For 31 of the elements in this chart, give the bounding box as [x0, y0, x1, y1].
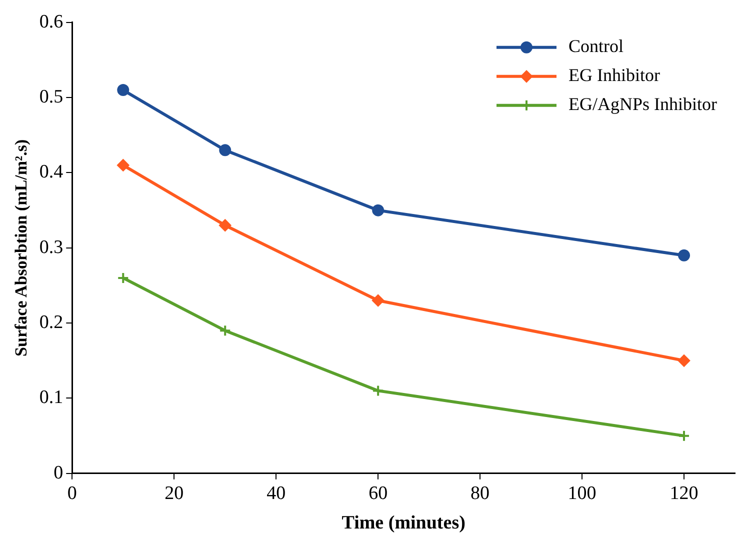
legend-label: EG/AgNPs Inhibitor: [568, 94, 718, 114]
legend-label: EG Inhibitor: [568, 65, 660, 86]
point: [678, 430, 690, 442]
x-axis-title: Time (minutes): [342, 512, 466, 534]
point: [372, 204, 384, 216]
point: [219, 219, 232, 232]
x-tick-label: 120: [670, 482, 698, 504]
x-tick-label: 0: [67, 482, 77, 504]
point: [372, 384, 384, 397]
x-tick-label: 100: [568, 482, 596, 504]
point: [117, 159, 130, 172]
y-tick-label: 0.3: [39, 236, 64, 258]
x-tick-label: 80: [470, 482, 490, 504]
y-axis-title: Surface Absorbtion (mL/m².s): [12, 139, 31, 356]
y-tick-label: 0.6: [39, 11, 64, 32]
x-tick-label: 60: [368, 482, 388, 504]
y-tick-label: 0.1: [39, 387, 64, 408]
point: [219, 324, 232, 337]
y-tick-label: 0: [54, 462, 64, 484]
x-tick-label: 20: [164, 482, 184, 504]
point: [372, 294, 384, 307]
legend-label: Control: [568, 36, 624, 56]
point: [219, 144, 232, 156]
y-tick-label: 0.5: [39, 86, 64, 108]
point: [678, 249, 690, 262]
y-tick-label: 0.4: [39, 162, 64, 183]
y-tick-label: 0.2: [39, 312, 64, 334]
point: [117, 84, 130, 96]
x-tick-label: 40: [266, 482, 286, 504]
point: [678, 354, 690, 367]
point: [117, 272, 130, 284]
